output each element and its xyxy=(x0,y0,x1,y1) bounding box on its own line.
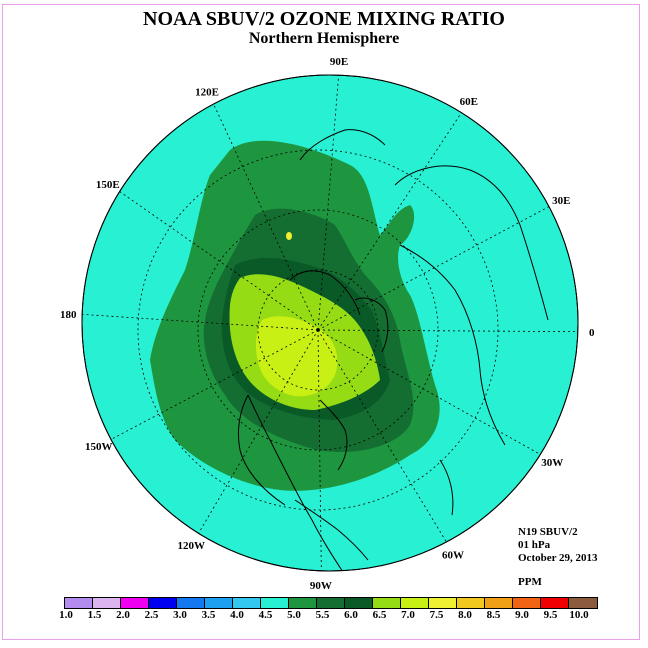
colorbar-swatch xyxy=(373,598,401,608)
units-label: PPM xyxy=(518,576,542,588)
colorbar-tick-label: 3.5 xyxy=(201,609,216,621)
colorbar-tick-label: 2.0 xyxy=(116,609,130,621)
colorbar-tick-label: 3.0 xyxy=(173,609,187,621)
longitude-label: 60E xyxy=(460,96,478,108)
colorbar xyxy=(64,597,598,609)
meridian-line xyxy=(198,329,319,534)
meridian-line xyxy=(317,329,447,543)
plot-frame xyxy=(2,4,640,640)
longitude-label: 150E xyxy=(96,179,120,191)
colorbar-ticks: 1.0 1.5 2.0 2.5 3.0 3.5 4.0 4.5 5.0 5.5 6.0 6.5 7.0 7… xyxy=(0,609,648,623)
colorbar-tick-label: 6.5 xyxy=(372,609,387,621)
longitude-label: 0 xyxy=(589,327,595,339)
ozone-contour-7-5 xyxy=(286,232,292,240)
colorbar-swatch xyxy=(205,598,233,608)
colorbar-swatch xyxy=(177,598,205,608)
colorbar-swatch xyxy=(317,598,345,608)
colorbar-swatch xyxy=(345,598,373,608)
longitude-label: 120W xyxy=(177,540,205,552)
map-subtitle: Northern Hemisphere xyxy=(248,30,400,47)
colorbar-tick-label: 5.5 xyxy=(315,609,330,621)
colorbar-swatch xyxy=(429,598,457,608)
longitude-label: 120E xyxy=(195,87,219,99)
colorbar-swatch xyxy=(149,598,177,608)
meridian-line xyxy=(82,313,319,331)
longitude-label: 60W xyxy=(442,549,464,561)
map-boundary xyxy=(81,74,579,572)
colorbar-tick-label: 1.0 xyxy=(59,609,73,621)
coastlines xyxy=(237,129,549,571)
satellite-label: N19 SBUV/2 xyxy=(518,526,578,538)
date-label: October 29, 2013 xyxy=(518,552,598,564)
colorbar-swatch xyxy=(569,598,597,608)
colorbar-swatch xyxy=(93,598,121,608)
meridian-line xyxy=(317,206,550,331)
colorbar-tick-label: 7.5 xyxy=(429,609,444,621)
meridian-line xyxy=(317,329,322,571)
colorbar-tick-label: 4.0 xyxy=(230,609,244,621)
meridian-line xyxy=(317,329,578,333)
longitude-label: 30W xyxy=(541,457,563,469)
meridian-line xyxy=(213,103,319,331)
colorbar-swatch xyxy=(121,598,149,608)
colorbar-tick-label: 7.0 xyxy=(401,609,415,621)
colorbar-swatch xyxy=(65,598,93,608)
colorbar-tick-label: 9.0 xyxy=(515,609,529,621)
meridian-line xyxy=(110,329,319,440)
map-title: NOAA SBUV/2 OZONE MIXING RATIO xyxy=(143,8,505,30)
colorbar-tick-label: 8.0 xyxy=(458,609,472,621)
meridian-line xyxy=(119,191,319,331)
longitude-label: 90W xyxy=(310,580,332,592)
colorbar-swatch xyxy=(261,598,289,608)
colorbar-swatch xyxy=(513,598,541,608)
ozone-contour-7-0 xyxy=(255,316,338,397)
colorbar-swatch xyxy=(401,598,429,608)
colorbar-tick-label: 2.5 xyxy=(144,609,159,621)
colorbar-swatch xyxy=(233,598,261,608)
colorbar-swatch xyxy=(541,598,569,608)
latitude-circle xyxy=(137,149,499,511)
ozone-contour-3-0 xyxy=(331,571,359,581)
colorbar-tick-label: 1.5 xyxy=(87,609,102,621)
colorbar-tick-label: 9.5 xyxy=(543,609,558,621)
meridian-line xyxy=(317,112,462,331)
colorbar-tick-label: 5.0 xyxy=(287,609,301,621)
longitude-label: 180 xyxy=(60,309,77,321)
colorbar-tick-label: 8.5 xyxy=(486,609,501,621)
longitude-label: 30E xyxy=(552,195,570,207)
longitude-labels: 90E 60E 30E 0 30W 60W 90W 120W 150W 180 150E 120E xyxy=(60,56,595,592)
graticule xyxy=(82,75,578,571)
pressure-level-label: 01 hPa xyxy=(518,539,551,551)
colorbar-swatch xyxy=(485,598,513,608)
colorbar-swatch xyxy=(457,598,485,608)
colorbar-tick-label: 4.5 xyxy=(258,609,273,621)
latitude-circle xyxy=(257,269,379,391)
latitude-circle xyxy=(197,209,439,451)
colorbar-tick-label: 6.0 xyxy=(344,609,358,621)
colorbar-tick-label: 10.0 xyxy=(569,609,589,621)
longitude-label: 150W xyxy=(85,441,113,453)
colorbar-swatch xyxy=(289,598,317,608)
longitude-label: 90E xyxy=(330,56,348,68)
